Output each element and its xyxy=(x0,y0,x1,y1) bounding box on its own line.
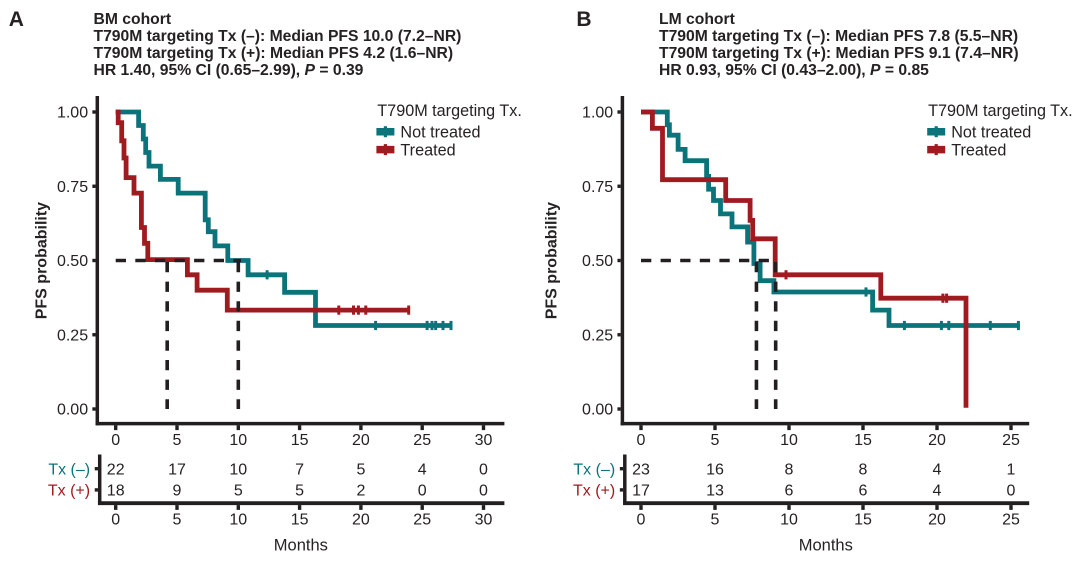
svg-text:0.50: 0.50 xyxy=(57,253,88,270)
svg-text:5: 5 xyxy=(295,483,304,500)
svg-text:T790M targeting Tx (+): Median: T790M targeting Tx (+): Median PFS 9.1 (… xyxy=(659,45,1019,62)
svg-text:5: 5 xyxy=(173,511,182,528)
svg-text:Tx (+): Tx (+) xyxy=(573,483,615,500)
svg-text:30: 30 xyxy=(475,511,493,528)
svg-text:18: 18 xyxy=(107,483,125,500)
svg-text:25: 25 xyxy=(1002,432,1020,449)
svg-text:0: 0 xyxy=(1007,483,1016,500)
svg-text:15: 15 xyxy=(854,511,872,528)
svg-text:Not treated: Not treated xyxy=(400,123,480,141)
svg-text:4: 4 xyxy=(933,461,942,478)
svg-text:B: B xyxy=(576,8,591,31)
svg-text:13: 13 xyxy=(706,483,724,500)
svg-text:20: 20 xyxy=(928,432,946,449)
svg-text:Tx (–): Tx (–) xyxy=(573,461,615,478)
svg-text:30: 30 xyxy=(475,432,493,449)
svg-text:9: 9 xyxy=(173,483,182,500)
svg-text:T790M targeting Tx (–): Median: T790M targeting Tx (–): Median PFS 10.0 … xyxy=(94,28,462,45)
svg-text:17: 17 xyxy=(632,483,650,500)
svg-text:17: 17 xyxy=(168,461,186,478)
svg-text:20: 20 xyxy=(928,511,946,528)
svg-text:6: 6 xyxy=(785,483,794,500)
svg-text:7: 7 xyxy=(295,461,304,478)
svg-text:Treated: Treated xyxy=(951,141,1006,159)
svg-text:0.50: 0.50 xyxy=(582,253,613,270)
svg-text:0.25: 0.25 xyxy=(57,327,88,344)
svg-text:2: 2 xyxy=(356,483,365,500)
svg-text:25: 25 xyxy=(1002,511,1020,528)
svg-text:5: 5 xyxy=(356,461,365,478)
svg-text:T790M targeting Tx.: T790M targeting Tx. xyxy=(928,102,1073,120)
svg-text:5: 5 xyxy=(711,432,720,449)
svg-text:Tx (–): Tx (–) xyxy=(48,461,90,478)
svg-text:5: 5 xyxy=(711,511,720,528)
svg-text:PFS probability: PFS probability xyxy=(544,202,561,319)
svg-text:10: 10 xyxy=(780,432,798,449)
svg-text:25: 25 xyxy=(413,511,431,528)
svg-text:22: 22 xyxy=(107,461,125,478)
svg-text:0.75: 0.75 xyxy=(582,179,613,196)
svg-text:0: 0 xyxy=(479,461,488,478)
svg-text:10: 10 xyxy=(229,432,247,449)
svg-text:20: 20 xyxy=(352,432,370,449)
svg-text:0: 0 xyxy=(111,511,120,528)
svg-text:25: 25 xyxy=(413,432,431,449)
svg-text:0: 0 xyxy=(637,432,646,449)
svg-text:HR 1.40, 95% CI (0.65–2.99), P: HR 1.40, 95% CI (0.65–2.99), P = 0.39 xyxy=(94,62,364,79)
svg-text:LM cohort: LM cohort xyxy=(659,11,736,28)
svg-text:8: 8 xyxy=(785,461,794,478)
svg-text:Not treated: Not treated xyxy=(951,123,1031,141)
svg-text:0.25: 0.25 xyxy=(582,327,613,344)
svg-text:10: 10 xyxy=(780,511,798,528)
svg-text:10: 10 xyxy=(229,461,247,478)
svg-text:8: 8 xyxy=(859,461,868,478)
svg-text:0: 0 xyxy=(111,432,120,449)
svg-text:Treated: Treated xyxy=(400,141,455,159)
svg-text:15: 15 xyxy=(291,432,309,449)
svg-text:5: 5 xyxy=(173,432,182,449)
svg-text:BM cohort: BM cohort xyxy=(94,11,172,28)
svg-text:4: 4 xyxy=(933,483,942,500)
svg-text:PFS probability: PFS probability xyxy=(34,202,51,319)
svg-text:0.00: 0.00 xyxy=(57,402,88,419)
svg-text:Tx (+): Tx (+) xyxy=(48,483,90,500)
svg-text:0.75: 0.75 xyxy=(57,179,88,196)
svg-text:0: 0 xyxy=(418,483,427,500)
svg-text:T790M targeting Tx.: T790M targeting Tx. xyxy=(377,102,522,120)
svg-text:A: A xyxy=(9,8,24,31)
svg-text:T790M targeting Tx (–): Median: T790M targeting Tx (–): Median PFS 7.8 (… xyxy=(659,28,1018,45)
svg-text:15: 15 xyxy=(854,432,872,449)
svg-text:15: 15 xyxy=(291,511,309,528)
svg-text:Months: Months xyxy=(274,537,328,555)
svg-text:20: 20 xyxy=(352,511,370,528)
svg-text:T790M targeting Tx (+): Median: T790M targeting Tx (+): Median PFS 4.2 (… xyxy=(94,45,454,62)
svg-text:0: 0 xyxy=(637,511,646,528)
svg-text:23: 23 xyxy=(632,461,650,478)
svg-text:HR 0.93, 95% CI (0.43–2.00), P: HR 0.93, 95% CI (0.43–2.00), P = 0.85 xyxy=(659,62,929,79)
svg-text:6: 6 xyxy=(859,483,868,500)
svg-text:10: 10 xyxy=(229,511,247,528)
svg-text:4: 4 xyxy=(418,461,427,478)
svg-text:1.00: 1.00 xyxy=(57,105,88,122)
svg-text:16: 16 xyxy=(706,461,724,478)
svg-text:5: 5 xyxy=(234,483,243,500)
svg-text:0: 0 xyxy=(479,483,488,500)
svg-text:Months: Months xyxy=(799,537,853,555)
svg-text:1: 1 xyxy=(1007,461,1016,478)
svg-text:0.00: 0.00 xyxy=(582,402,613,419)
svg-text:1.00: 1.00 xyxy=(582,105,613,122)
